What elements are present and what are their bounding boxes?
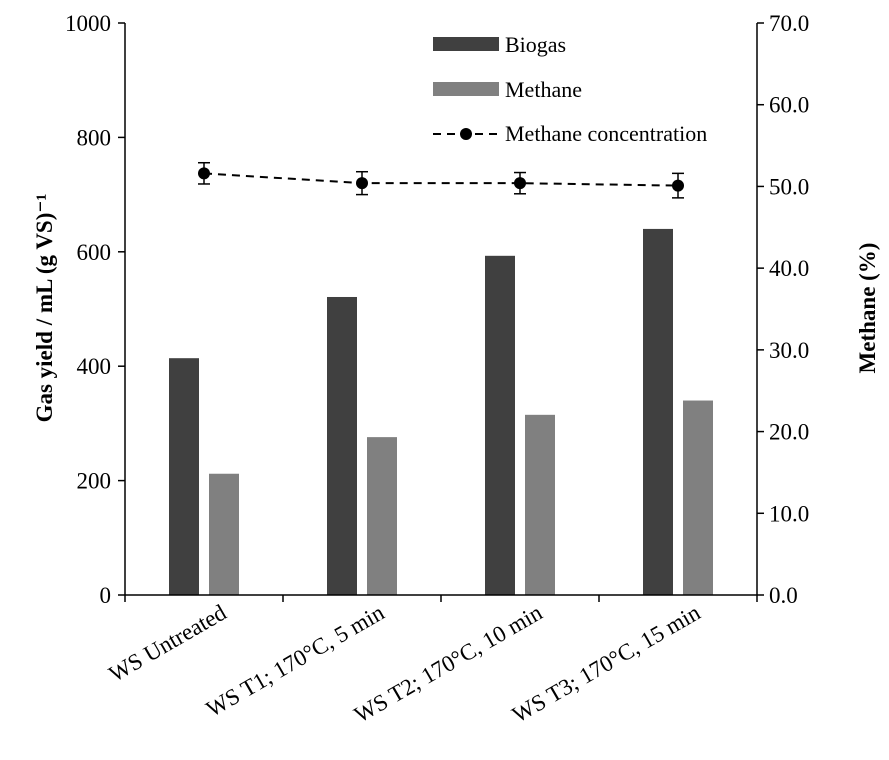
methane-concentration-point-4 — [672, 179, 684, 192]
y2-tick-label-10.0: 10.0 — [769, 501, 809, 526]
bar-methane-4 — [683, 400, 713, 595]
methane-concentration-layer — [198, 161, 684, 199]
y-tick-label-600: 600 — [77, 240, 112, 265]
bars-layer — [169, 228, 713, 596]
y-tick-label-0: 0 — [100, 583, 112, 608]
bar-biogas-1 — [169, 358, 199, 595]
bar-methane-3 — [525, 414, 555, 595]
y-tick-label-200: 200 — [77, 469, 112, 494]
y2-tick-label-50.0: 50.0 — [769, 174, 809, 199]
bar-biogas-2 — [327, 296, 357, 595]
legend-swatch-methane — [433, 82, 499, 96]
x-tick-label-1: WS Untreated — [105, 599, 231, 686]
legend-swatch-marker — [460, 128, 472, 140]
y2-tick-label-0.0: 0.0 — [769, 583, 798, 608]
methane-concentration-point-3 — [514, 177, 526, 190]
methane-concentration-point-2 — [356, 177, 368, 190]
legend-swatch-biogas — [433, 37, 499, 51]
bar-methane-1 — [209, 473, 239, 595]
legend-label-methane-concentration: Methane concentration — [505, 121, 707, 146]
bar-biogas-4 — [643, 228, 673, 596]
y2-axis-title: Methane (%) — [855, 243, 880, 374]
methane-concentration-point-1 — [198, 167, 210, 180]
y2-tick-label-60.0: 60.0 — [769, 93, 809, 118]
y2-tick-label-40.0: 40.0 — [769, 256, 809, 281]
bar-methane-2 — [367, 437, 397, 595]
legend-label-methane: Methane — [505, 77, 582, 102]
y2-tick-label-20.0: 20.0 — [769, 420, 809, 445]
y2-tick-label-30.0: 30.0 — [769, 338, 809, 363]
y-tick-label-1000: 1000 — [65, 11, 111, 36]
methane-concentration-line — [203, 172, 679, 187]
y2-tick-label-70.0: 70.0 — [769, 11, 809, 36]
legend: Biogas Methane Methane concentration — [433, 32, 707, 146]
legend-label-biogas: Biogas — [505, 32, 566, 57]
y-axis-title: Gas yield / mL (g VS)⁻¹ — [32, 194, 57, 423]
y-tick-label-800: 800 — [77, 125, 112, 150]
bar-biogas-3 — [485, 255, 515, 595]
y-tick-label-400: 400 — [77, 354, 112, 379]
